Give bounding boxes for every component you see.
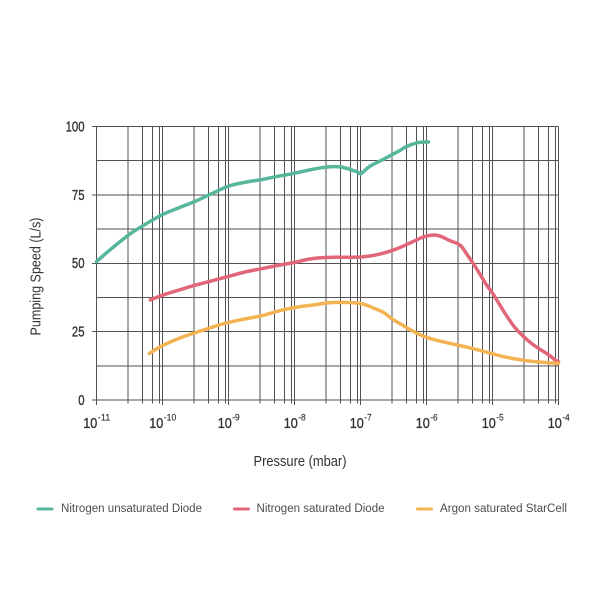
svg-text:-4: -4 <box>562 413 570 424</box>
svg-text:Nitrogen saturated Diode: Nitrogen saturated Diode <box>257 503 385 515</box>
svg-text:-6: -6 <box>430 413 438 424</box>
svg-text:10: 10 <box>416 415 430 432</box>
svg-text:10: 10 <box>218 415 232 432</box>
svg-text:-5: -5 <box>496 413 504 424</box>
svg-text:10: 10 <box>284 415 298 432</box>
svg-text:-10: -10 <box>164 413 177 424</box>
svg-text:Pumping Speed (L/s): Pumping Speed (L/s) <box>29 218 45 336</box>
svg-text:100: 100 <box>66 118 85 135</box>
svg-text:50: 50 <box>72 255 85 272</box>
svg-text:10: 10 <box>482 415 496 432</box>
svg-text:10: 10 <box>548 415 562 432</box>
svg-text:10: 10 <box>149 415 163 432</box>
svg-text:-9: -9 <box>232 413 240 424</box>
svg-text:10: 10 <box>350 415 364 432</box>
svg-text:0: 0 <box>78 392 84 409</box>
svg-text:Pressure (mbar): Pressure (mbar) <box>254 454 347 470</box>
svg-text:10: 10 <box>83 415 97 432</box>
svg-text:75: 75 <box>72 187 85 204</box>
svg-text:-11: -11 <box>98 413 111 424</box>
svg-text:-8: -8 <box>298 413 306 424</box>
svg-text:Argon saturated StarCell: Argon saturated StarCell <box>440 503 567 515</box>
svg-text:25: 25 <box>72 324 85 341</box>
svg-text:Nitrogen unsaturated Diode: Nitrogen unsaturated Diode <box>61 503 202 515</box>
svg-text:-7: -7 <box>364 413 372 424</box>
